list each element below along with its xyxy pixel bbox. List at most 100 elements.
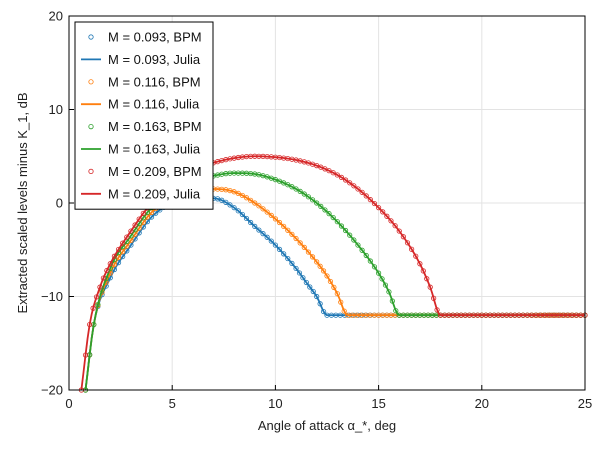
data-point: [342, 177, 349, 183]
data-point: [239, 192, 245, 199]
data-point: [351, 237, 357, 243]
data-point: [223, 199, 229, 205]
data-point: [347, 232, 353, 238]
data-point: [413, 253, 419, 259]
data-point: [136, 216, 142, 222]
data-point: [252, 223, 258, 229]
data-point: [301, 191, 307, 197]
data-point: [264, 209, 270, 215]
data-point: [239, 211, 245, 218]
x-tick-label: 25: [578, 396, 592, 411]
legend-entry: M = 0.163, Julia: [81, 142, 201, 157]
data-point: [260, 206, 266, 212]
data-point: [235, 208, 241, 214]
data-point: [322, 207, 328, 213]
y-tick-label: −10: [41, 289, 63, 304]
data-point: [375, 205, 382, 211]
legend-marker-swatch: [88, 168, 94, 174]
data-point: [379, 276, 385, 282]
data-point: [409, 246, 415, 252]
legend-label: M = 0.093, Julia: [108, 52, 201, 67]
x-tick-label: 15: [371, 396, 385, 411]
data-point: [331, 284, 337, 290]
data-point: [104, 267, 110, 274]
legend-entry: M = 0.209, BPM: [88, 164, 202, 179]
y-tick-label: −20: [41, 383, 63, 398]
data-point: [297, 188, 303, 195]
y-tick-label: 0: [56, 196, 63, 211]
data-point: [293, 186, 299, 192]
legend-label: M = 0.116, Julia: [108, 97, 200, 112]
data-point: [318, 203, 324, 209]
data-point: [285, 182, 291, 188]
data-point: [297, 240, 303, 246]
x-tick-label: 20: [475, 396, 489, 411]
x-tick-label: 10: [268, 396, 282, 411]
data-point: [276, 219, 283, 226]
data-point: [252, 200, 258, 206]
data-point: [285, 255, 291, 262]
legend-entry: M = 0.116, BPM: [88, 74, 201, 89]
data-point: [120, 240, 126, 246]
legend-marker-swatch: [88, 79, 94, 85]
data-point: [314, 259, 320, 265]
data-point: [281, 223, 287, 229]
data-point: [371, 200, 378, 207]
data-point: [334, 219, 340, 225]
data-point: [289, 184, 295, 190]
data-point: [404, 240, 411, 246]
data-point: [268, 212, 274, 218]
data-point: [324, 273, 330, 279]
y-axis-label: Extracted scaled levels minus K_1, dB: [15, 92, 30, 313]
data-point: [317, 263, 323, 269]
data-point: [314, 200, 320, 206]
data-point: [375, 270, 382, 276]
data-point: [367, 197, 373, 203]
data-point: [396, 228, 402, 234]
legend-label: M = 0.116, BPM: [108, 74, 201, 89]
data-point: [281, 251, 287, 257]
x-tick-label: 0: [65, 396, 72, 411]
data-point: [243, 215, 250, 222]
legend-entry: M = 0.209, Julia: [81, 186, 201, 201]
data-point: [243, 195, 250, 201]
data-point: [363, 193, 369, 199]
data-point: [392, 223, 398, 229]
y-tick-label: 10: [49, 102, 63, 117]
legend-label: M = 0.209, Julia: [108, 186, 201, 201]
data-point: [338, 174, 345, 180]
data-point: [382, 282, 389, 288]
data-point: [268, 238, 274, 244]
legend-marker-swatch: [88, 124, 94, 130]
data-point: [355, 242, 361, 248]
data-point: [272, 216, 278, 222]
legend-entry: M = 0.093, BPM: [88, 30, 202, 45]
legend-entry: M = 0.116, Julia: [81, 97, 200, 112]
data-point: [363, 252, 369, 259]
data-point: [256, 203, 262, 209]
data-point: [307, 284, 313, 290]
data-point: [347, 180, 353, 186]
data-point: [289, 260, 295, 266]
data-point: [285, 227, 291, 233]
data-point: [301, 244, 307, 250]
data-point: [264, 234, 270, 240]
data-point: [320, 268, 327, 274]
data-point: [359, 247, 365, 253]
data-point: [420, 268, 426, 274]
x-tick-label: 5: [169, 396, 176, 411]
x-axis-label: Angle of attack α_*, deg: [258, 418, 396, 433]
data-point: [417, 261, 423, 267]
data-point: [107, 261, 113, 267]
data-point: [248, 197, 254, 203]
data-point: [293, 265, 299, 272]
data-point: [305, 194, 312, 200]
data-point: [300, 275, 306, 281]
data-point: [342, 227, 349, 234]
data-point: [303, 279, 309, 286]
legend: M = 0.093, BPM M = 0.093, Julia M = 0.116,…: [74, 21, 214, 210]
data-point: [355, 186, 361, 192]
legend-label: M = 0.163, BPM: [108, 119, 202, 134]
data-point: [305, 249, 312, 255]
